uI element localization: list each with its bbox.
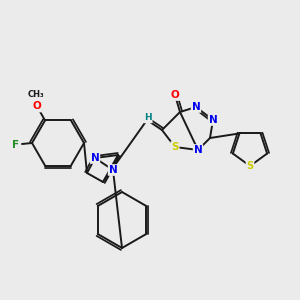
Text: O: O [33, 101, 41, 112]
Text: N: N [208, 115, 217, 125]
Text: S: S [171, 142, 179, 152]
Text: F: F [12, 140, 20, 150]
Text: O: O [171, 90, 179, 100]
Text: N: N [91, 153, 99, 163]
Text: S: S [246, 161, 254, 171]
Text: H: H [144, 113, 152, 122]
Text: N: N [194, 145, 202, 155]
Text: CH₃: CH₃ [28, 90, 44, 99]
Text: N: N [192, 102, 200, 112]
Text: N: N [109, 165, 117, 175]
